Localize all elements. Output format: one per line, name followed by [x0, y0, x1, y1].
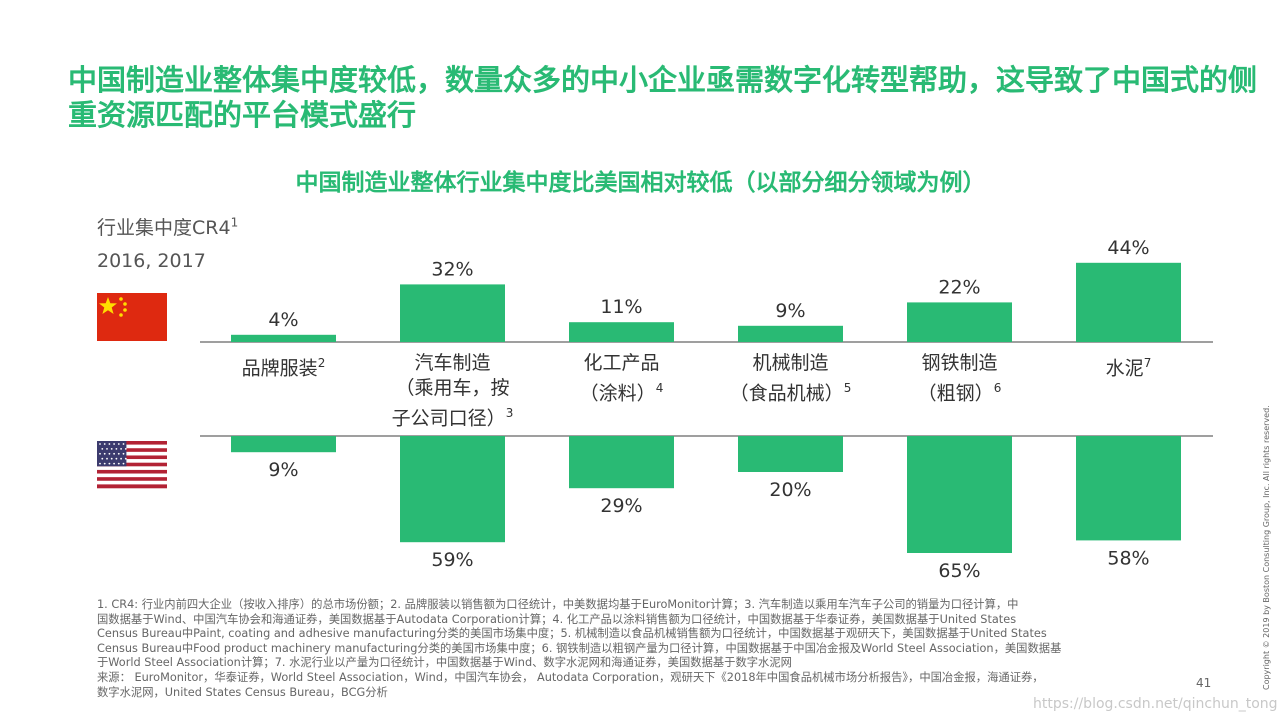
- china-bar-label: 4%: [268, 309, 298, 331]
- usa-bar-label: 9%: [268, 459, 298, 481]
- usa-bar: [231, 436, 336, 453]
- usa-bar-label: 58%: [1107, 547, 1149, 569]
- china-bar-label: 32%: [431, 258, 473, 280]
- category-footnote-ref: 4: [655, 381, 664, 395]
- usa-bar-label: 20%: [769, 479, 811, 501]
- category-label-line: （乘用车，按: [395, 377, 510, 399]
- page-title: 中国制造业整体集中度较低，数量众多的中小企业亟需数字化转型帮助，这导致了中国式的…: [68, 63, 1258, 132]
- usa-bar-label: 65%: [938, 560, 980, 582]
- category-label-line: 钢铁制造: [921, 352, 998, 374]
- category-footnote-ref: 3: [505, 406, 514, 420]
- category-footnote-ref: 7: [1143, 356, 1152, 370]
- category-label: 品牌服装2: [194, 351, 374, 381]
- category-label-line: 化工产品: [583, 352, 660, 374]
- y-axis-label-footnote-ref: 1: [230, 215, 239, 230]
- category-label: 化工产品 （涂料）4: [532, 351, 712, 406]
- usa-bar: [569, 436, 674, 489]
- copyright-notice: Copyright © 2019 by Boston Consulting Gr…: [1262, 405, 1271, 690]
- china-bar: [400, 284, 505, 342]
- source-line: 来源： EuroMonitor，华泰证券，World Steel Associa…: [97, 670, 1044, 684]
- category-label-line: 水泥7: [1105, 356, 1152, 380]
- category-footnote-ref: 6: [993, 381, 1002, 395]
- category-label: 机械制造 （食品机械）5: [701, 351, 881, 406]
- usa-bar: [738, 436, 843, 472]
- china-bar: [231, 334, 336, 342]
- footnote-line: 国数据基于Wind、中国汽车协会和海通证券，美国数据基于Autodata Cor…: [97, 612, 1017, 626]
- category-footnote-ref: 5: [843, 381, 852, 395]
- years-label: 2016, 2017: [97, 250, 206, 272]
- category-label: 水泥7: [1039, 351, 1219, 381]
- category-label-line: 子公司口径）3: [391, 406, 514, 430]
- footnote-line: Census Bureau中Paint, coating and adhesiv…: [97, 627, 1047, 641]
- usa-bar-label: 59%: [431, 549, 473, 571]
- category-label-line: 机械制造: [752, 352, 829, 374]
- china-bar: [569, 322, 674, 342]
- china-flag-icon: [97, 293, 167, 341]
- footnote-line: 于World Steel Association计算；7. 水泥行业以产量为口径…: [97, 656, 792, 670]
- china-bar-label: 22%: [938, 276, 980, 298]
- category-label-line: 品牌服装2: [241, 356, 326, 380]
- category-label: 汽车制造 （乘用车，按 子公司口径）3: [363, 351, 543, 431]
- category-label-line: （粗钢）6: [917, 381, 1002, 405]
- china-bar-label: 44%: [1107, 237, 1149, 259]
- china-bar: [907, 302, 1012, 342]
- footnotes: 1. CR4: 行业内前四大企业（按收入排序）的总市场份额；2. 品牌服装以销售…: [97, 598, 1177, 700]
- usa-bar-label: 29%: [600, 495, 642, 517]
- category-label-line: （食品机械）5: [729, 381, 852, 405]
- china-bar-label: 9%: [775, 300, 805, 322]
- china-bar-label: 11%: [600, 296, 642, 318]
- usa-flag-icon: [97, 441, 167, 489]
- y-axis-label-text: 行业集中度CR4: [97, 217, 231, 239]
- footnote-line: Census Bureau中Food product machinery man…: [97, 641, 1062, 655]
- usa-bar: [907, 436, 1012, 553]
- footnote-line: 1. CR4: 行业内前四大企业（按收入排序）的总市场份额；2. 品牌服装以销售…: [97, 598, 1019, 611]
- china-bar: [738, 325, 843, 342]
- watermark: https://blog.csdn.net/qinchun_tong: [1033, 696, 1278, 712]
- page-number: 41: [1196, 676, 1212, 690]
- china-bar: [1076, 262, 1181, 342]
- y-axis-label: 行业集中度CR41: [97, 213, 238, 240]
- category-label: 钢铁制造 （粗钢）6: [870, 351, 1050, 406]
- category-label-line: 汽车制造: [414, 352, 491, 374]
- category-footnote-ref: 2: [317, 356, 326, 370]
- chart-subtitle: 中国制造业整体行业集中度比美国相对较低（以部分细分领域为例）: [295, 170, 986, 196]
- usa-bar: [400, 436, 505, 543]
- category-label-line: （涂料）4: [579, 381, 664, 405]
- source-line: 数字水泥网，United States Census Bureau，BCG分析: [97, 685, 388, 699]
- usa-bar: [1076, 436, 1181, 541]
